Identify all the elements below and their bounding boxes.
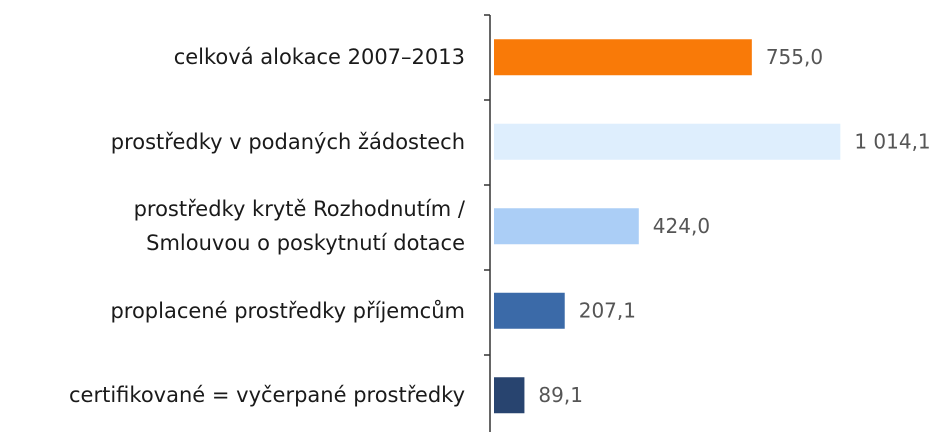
bar xyxy=(494,208,639,245)
category-label: celková alokace 2007–2013 xyxy=(173,45,465,70)
axis-ticks xyxy=(484,14,490,356)
value-label: 755,0 xyxy=(766,45,823,69)
value-label: 424,0 xyxy=(653,214,710,238)
bar xyxy=(494,292,565,329)
category-label: certifikované = vyčerpané prostředky xyxy=(69,383,465,408)
category-label: proplacené prostředky příjemcům xyxy=(110,298,465,323)
value-label: 207,1 xyxy=(579,298,636,322)
value-label: 1 014,1 xyxy=(854,129,930,153)
bar xyxy=(494,377,525,414)
category-label: prostředky krytě Rozhodnutím / Smlouvou … xyxy=(133,197,465,256)
bar xyxy=(494,39,752,76)
value-label: 89,1 xyxy=(538,383,583,407)
category-label: prostředky v podaných žádostech xyxy=(110,129,465,154)
bar xyxy=(494,123,841,160)
